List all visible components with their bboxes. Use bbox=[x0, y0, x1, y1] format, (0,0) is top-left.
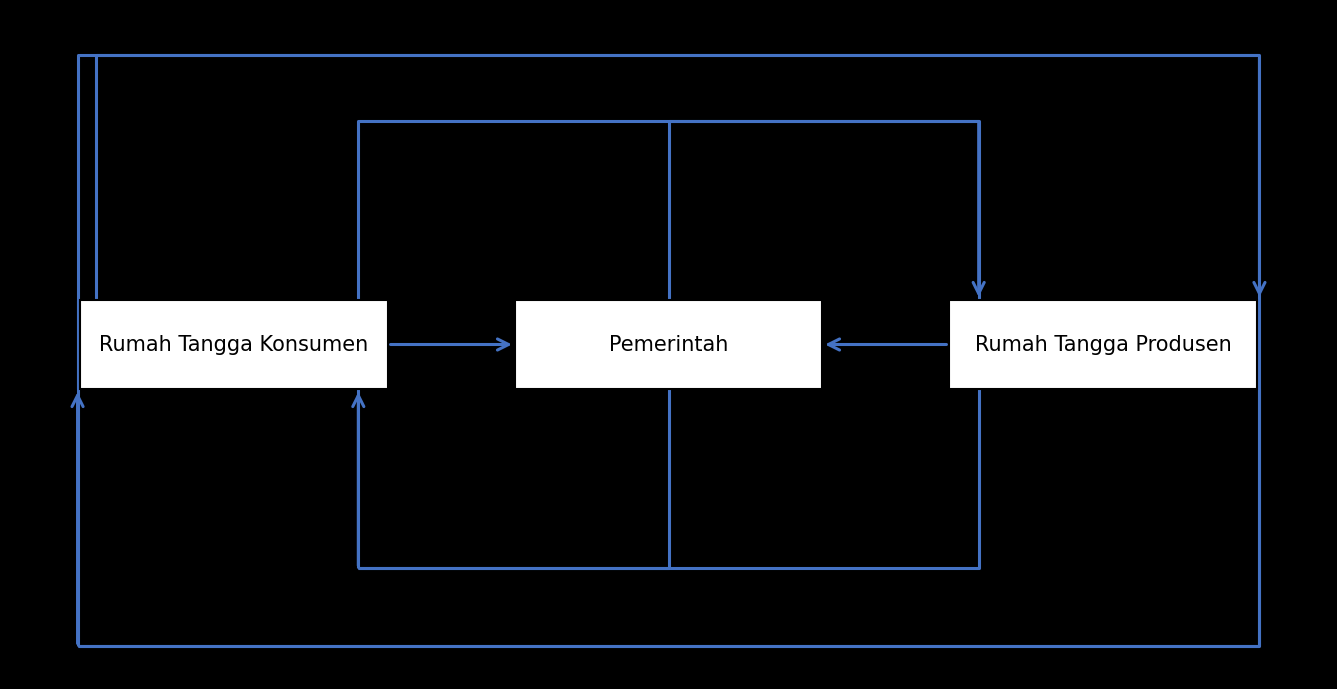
Text: Rumah Tangga Produsen: Rumah Tangga Produsen bbox=[975, 334, 1231, 355]
FancyBboxPatch shape bbox=[80, 300, 388, 389]
Text: Pemerintah: Pemerintah bbox=[608, 334, 729, 355]
Text: Rumah Tangga Konsumen: Rumah Tangga Konsumen bbox=[99, 334, 369, 355]
FancyBboxPatch shape bbox=[515, 300, 822, 389]
FancyBboxPatch shape bbox=[949, 300, 1257, 389]
